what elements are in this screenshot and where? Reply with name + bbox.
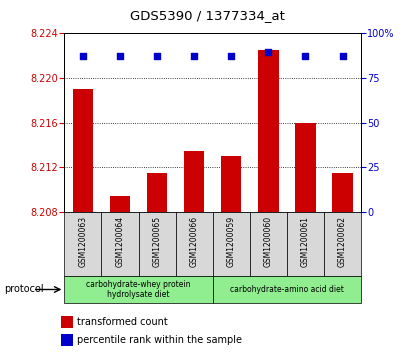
Bar xyxy=(64,212,101,276)
Text: GDS5390 / 1377334_at: GDS5390 / 1377334_at xyxy=(130,9,285,22)
Text: GSM1200066: GSM1200066 xyxy=(190,216,199,267)
Bar xyxy=(287,212,324,276)
Text: transformed count: transformed count xyxy=(77,317,168,327)
Point xyxy=(191,53,198,59)
Text: GSM1200065: GSM1200065 xyxy=(153,216,161,267)
Bar xyxy=(176,212,213,276)
Point xyxy=(154,53,160,59)
Text: carbohydrate-whey protein
hydrolysate diet: carbohydrate-whey protein hydrolysate di… xyxy=(86,280,191,299)
Bar xyxy=(61,334,73,346)
Bar xyxy=(101,212,139,276)
Bar xyxy=(332,173,353,212)
Bar xyxy=(213,212,250,276)
Bar xyxy=(295,123,316,212)
Point xyxy=(80,53,86,59)
Bar xyxy=(110,196,130,212)
Text: GSM1200063: GSM1200063 xyxy=(78,216,88,267)
Text: carbohydrate-amino acid diet: carbohydrate-amino acid diet xyxy=(230,285,344,294)
Bar xyxy=(73,89,93,212)
Point xyxy=(302,53,309,59)
Text: GSM1200061: GSM1200061 xyxy=(301,216,310,266)
Bar xyxy=(139,212,176,276)
Point xyxy=(339,53,346,59)
Bar xyxy=(61,316,73,328)
Text: GSM1200059: GSM1200059 xyxy=(227,216,236,267)
Point xyxy=(265,49,272,55)
Point xyxy=(117,53,123,59)
Text: GSM1200060: GSM1200060 xyxy=(264,216,273,267)
Text: protocol: protocol xyxy=(4,285,44,294)
Point xyxy=(228,53,234,59)
Bar xyxy=(64,276,213,303)
Bar xyxy=(184,151,204,212)
Bar xyxy=(258,49,278,212)
Bar xyxy=(221,156,242,212)
Text: percentile rank within the sample: percentile rank within the sample xyxy=(77,335,242,345)
Bar xyxy=(324,212,361,276)
Bar xyxy=(213,276,361,303)
Text: GSM1200064: GSM1200064 xyxy=(115,216,124,267)
Text: GSM1200062: GSM1200062 xyxy=(338,216,347,266)
Bar xyxy=(250,212,287,276)
Bar xyxy=(147,173,167,212)
